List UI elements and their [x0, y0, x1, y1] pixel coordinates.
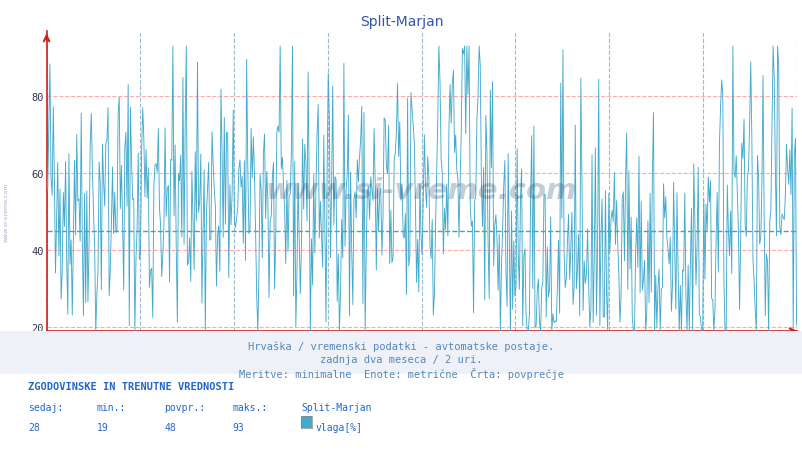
Text: maks.:: maks.: [233, 402, 268, 412]
Text: povpr.:: povpr.: [164, 402, 205, 412]
Text: Meritve: minimalne  Enote: metrične  Črta: povprečje: Meritve: minimalne Enote: metrične Črta:… [239, 368, 563, 380]
Text: Hrvaška / vremenski podatki - avtomatske postaje.: Hrvaška / vremenski podatki - avtomatske… [248, 341, 554, 351]
Text: 19: 19 [96, 422, 108, 432]
Text: www.si-vreme.com: www.si-vreme.com [4, 182, 9, 242]
Text: Split-Marjan: Split-Marjan [301, 402, 371, 412]
Text: 93: 93 [233, 422, 245, 432]
Text: 48: 48 [164, 422, 176, 432]
Text: min.:: min.: [96, 402, 126, 412]
Text: Split-Marjan: Split-Marjan [359, 15, 443, 29]
Text: sedaj:: sedaj: [28, 402, 63, 412]
Text: www.si-vreme.com: www.si-vreme.com [265, 176, 577, 204]
Text: ZGODOVINSKE IN TRENUTNE VREDNOSTI: ZGODOVINSKE IN TRENUTNE VREDNOSTI [28, 381, 234, 391]
Text: zadnja dva meseca / 2 uri.: zadnja dva meseca / 2 uri. [320, 354, 482, 364]
Text: vlaga[%]: vlaga[%] [315, 422, 363, 432]
Text: 28: 28 [28, 422, 40, 432]
